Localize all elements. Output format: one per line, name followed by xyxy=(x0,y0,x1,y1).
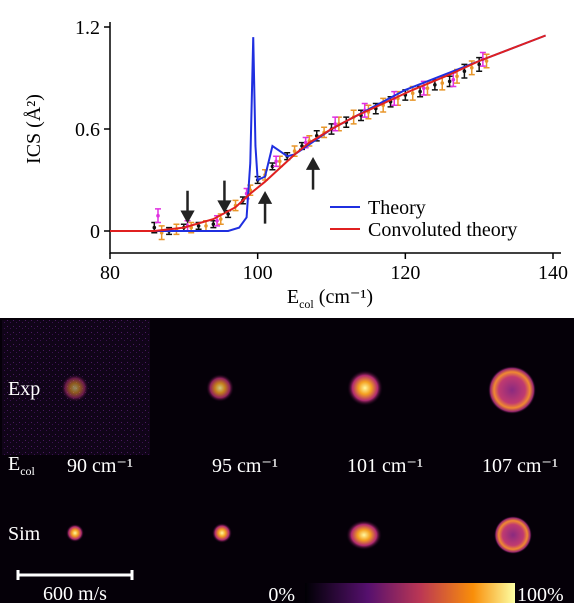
data-point xyxy=(484,59,489,63)
colorbar-max: 100% xyxy=(517,584,564,603)
x-axis-label-unit: (cm⁻¹) xyxy=(314,286,373,308)
data-point xyxy=(274,159,278,164)
energy: 101 cm⁻¹ xyxy=(347,455,423,477)
image-panel: Exp Sim Ecol 90 cm⁻¹ 95 cm⁻¹ 101 cm⁻¹ 10… xyxy=(0,318,574,606)
data-point xyxy=(421,86,426,90)
data-point xyxy=(204,224,208,228)
data-point xyxy=(218,217,223,221)
colorbar xyxy=(305,583,515,603)
x-tick-label: 80 xyxy=(100,262,120,284)
data-point xyxy=(292,149,297,153)
line xyxy=(110,34,546,232)
arrow xyxy=(180,190,195,224)
data-point xyxy=(303,140,308,145)
data-point xyxy=(477,62,481,67)
energy-label: Ecol xyxy=(8,453,36,478)
y-axis-label: ICS (Å²) xyxy=(23,94,45,164)
energy-label-sub: col xyxy=(20,464,35,478)
energy: 90 cm⁻¹ xyxy=(67,455,133,477)
arrow xyxy=(257,191,273,224)
data-point xyxy=(215,219,219,223)
energy-label-main: E xyxy=(8,453,20,475)
energy: 95 cm⁻¹ xyxy=(212,455,278,477)
arrow xyxy=(217,180,232,214)
data-point xyxy=(462,69,467,73)
colorbar-min: 0% xyxy=(268,584,295,603)
sim-image xyxy=(494,516,532,554)
data-point xyxy=(333,122,337,126)
x-axis-label-sub: col xyxy=(299,297,314,311)
y-tick-label: 1.2 xyxy=(75,17,100,39)
data-point xyxy=(156,213,160,218)
scale-bar xyxy=(16,570,134,580)
data-point xyxy=(425,86,430,90)
legend-label: Theory xyxy=(368,197,426,219)
plot: 0 0.6 1.2 80 100 120 140 Ecol (cm⁻¹) ICS (Å²) The… xyxy=(23,17,568,311)
row-label: Exp xyxy=(8,378,40,400)
exp-image xyxy=(488,366,536,414)
y-tick-label: 0.6 xyxy=(75,119,100,141)
data-point xyxy=(211,222,216,226)
data-point xyxy=(152,225,157,230)
data-point xyxy=(455,74,459,79)
exp-image xyxy=(206,374,234,402)
exp-image xyxy=(347,370,383,406)
data-point xyxy=(469,66,474,70)
data-point xyxy=(270,164,275,169)
energy: 107 cm⁻¹ xyxy=(482,455,558,477)
data-point xyxy=(451,77,456,82)
arrow xyxy=(305,157,321,190)
data-point xyxy=(418,89,422,94)
data-point xyxy=(226,212,230,216)
x-axis-label: Ecol (cm⁻¹) xyxy=(287,286,373,311)
data-point xyxy=(196,224,201,228)
legend-label: Convoluted theory xyxy=(368,219,517,241)
sim-image xyxy=(346,520,382,550)
data-point xyxy=(440,81,445,85)
scale-bar-label: 600 m/s xyxy=(43,583,107,603)
data-point xyxy=(433,83,437,87)
data-point xyxy=(278,159,282,164)
x-tick-label: 100 xyxy=(243,262,273,284)
sim-image xyxy=(66,524,84,542)
exp-image xyxy=(61,374,89,402)
sim-image xyxy=(212,523,232,543)
x-tick-label: 140 xyxy=(538,262,568,284)
x-tick-label: 120 xyxy=(390,262,420,284)
row-label: Sim xyxy=(8,523,41,545)
x-axis-label-main: E xyxy=(287,286,299,308)
y-tick-label: 0 xyxy=(90,221,100,243)
data-point xyxy=(410,91,415,96)
data-point xyxy=(447,79,452,84)
